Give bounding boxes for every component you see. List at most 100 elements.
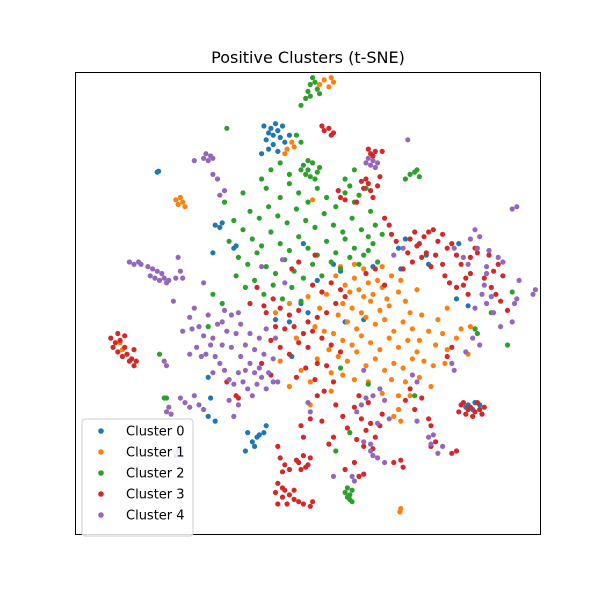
data-point	[284, 501, 290, 507]
data-point	[433, 342, 439, 348]
data-point	[284, 146, 290, 152]
data-point	[463, 275, 469, 281]
data-point	[201, 406, 207, 413]
data-point	[398, 418, 404, 424]
data-point	[324, 238, 330, 244]
data-point	[300, 275, 306, 281]
data-point	[481, 404, 487, 410]
data-point	[449, 360, 455, 366]
data-point	[414, 349, 420, 355]
data-point	[446, 280, 453, 286]
data-point	[356, 192, 362, 198]
data-point	[328, 388, 334, 394]
data-point	[300, 162, 306, 168]
data-point	[405, 337, 411, 343]
data-point	[472, 227, 478, 233]
data-point	[219, 319, 225, 325]
data-point	[495, 261, 501, 267]
data-point	[340, 337, 346, 343]
data-point	[330, 330, 337, 337]
data-point	[212, 353, 218, 360]
data-point	[344, 358, 350, 364]
data-point	[259, 151, 265, 157]
data-point	[361, 443, 367, 449]
data-point	[110, 344, 116, 350]
data-point	[298, 298, 304, 304]
data-point	[131, 363, 137, 369]
data-point	[349, 342, 355, 348]
data-point	[312, 224, 318, 230]
data-point	[289, 139, 295, 145]
data-point	[259, 374, 265, 380]
data-point	[375, 420, 381, 426]
data-point	[375, 259, 381, 265]
data-point	[402, 397, 408, 403]
data-point	[397, 509, 403, 515]
data-point	[474, 330, 480, 337]
data-point	[414, 243, 420, 249]
data-point	[115, 349, 121, 355]
data-point	[210, 335, 216, 341]
data-point	[337, 365, 344, 371]
data-point	[284, 220, 290, 226]
data-point	[444, 353, 450, 360]
data-point	[372, 321, 378, 327]
data-point	[465, 406, 471, 413]
data-point	[256, 335, 262, 341]
data-point	[249, 236, 255, 242]
data-point	[479, 411, 485, 417]
data-point	[402, 236, 408, 242]
data-point	[108, 335, 114, 341]
data-point	[328, 259, 334, 265]
data-point	[391, 459, 397, 466]
data-point	[166, 277, 172, 283]
data-point	[180, 199, 186, 205]
data-point	[324, 291, 330, 297]
data-point	[456, 241, 462, 247]
data-point	[335, 188, 341, 194]
data-point	[214, 176, 221, 182]
data-point	[296, 499, 302, 505]
data-point	[319, 335, 325, 341]
data-point	[370, 393, 376, 399]
data-point	[370, 241, 376, 247]
data-point	[219, 342, 225, 348]
data-point	[326, 347, 332, 353]
data-point	[328, 370, 334, 376]
data-point	[210, 370, 216, 376]
data-point	[279, 494, 286, 500]
data-point	[166, 404, 172, 410]
data-point	[449, 344, 455, 350]
data-point	[196, 324, 202, 330]
data-point	[407, 171, 413, 177]
data-point	[277, 305, 283, 311]
data-point	[305, 400, 311, 406]
data-point	[277, 358, 283, 364]
data-point	[361, 252, 367, 258]
data-point	[286, 132, 292, 138]
data-point	[393, 238, 399, 244]
data-point	[303, 171, 309, 177]
data-point	[347, 183, 353, 189]
data-point	[205, 413, 211, 419]
data-point	[152, 275, 158, 281]
data-point	[481, 282, 487, 288]
data-point	[254, 284, 260, 290]
data-point	[177, 268, 183, 274]
data-point	[426, 328, 432, 334]
data-point	[282, 280, 288, 286]
data-point	[451, 245, 457, 251]
data-point	[268, 167, 274, 173]
data-point	[314, 169, 320, 175]
data-point	[372, 434, 378, 440]
data-point	[412, 393, 418, 399]
data-point	[412, 229, 418, 235]
data-point	[472, 326, 478, 332]
data-point	[319, 273, 325, 279]
data-point	[391, 360, 397, 366]
data-point	[208, 395, 214, 401]
data-point	[493, 291, 499, 297]
data-point	[484, 300, 490, 307]
data-point	[177, 395, 183, 401]
